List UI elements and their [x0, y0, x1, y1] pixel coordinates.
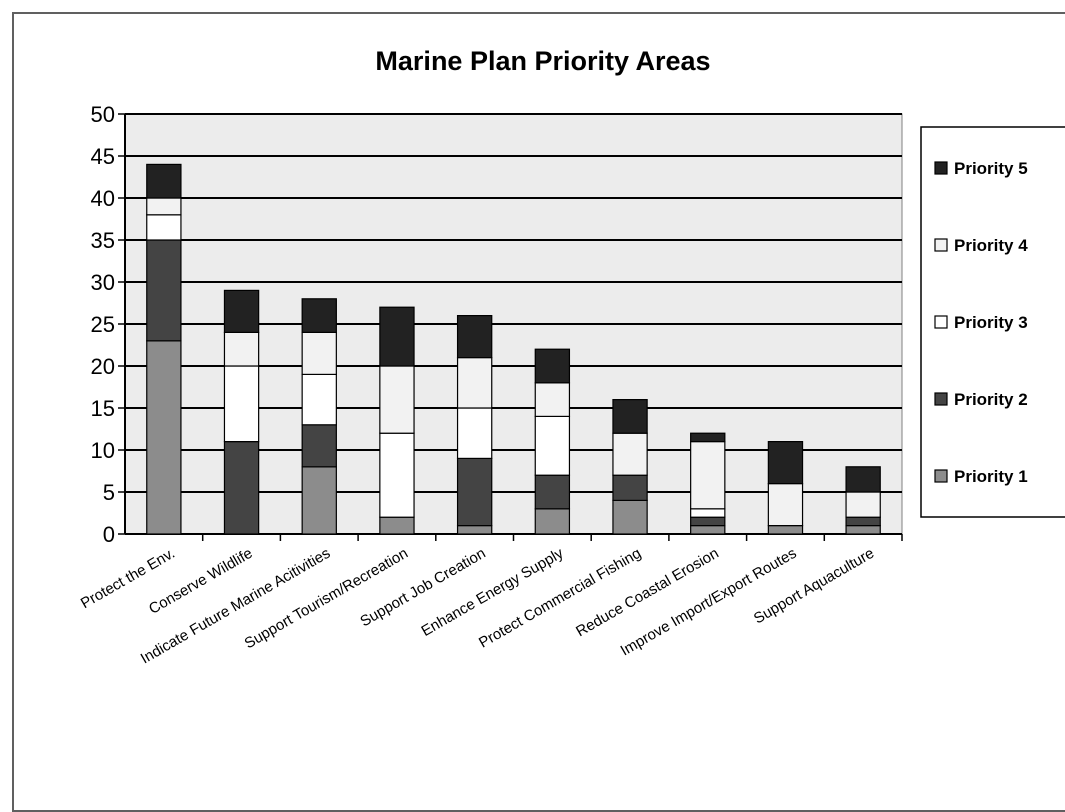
chart-title: Marine Plan Priority Areas	[375, 46, 710, 76]
y-tick-label: 25	[91, 312, 115, 337]
bar-segment-priority-1	[612, 499, 648, 535]
bar-segment-priority-3	[534, 415, 571, 476]
y-tick-label: 15	[91, 396, 115, 421]
legend-label: Priority 2	[954, 390, 1028, 409]
bar-segment-priority-2	[845, 516, 881, 527]
bar-segment-priority-5	[534, 348, 571, 384]
legend-swatch	[934, 161, 948, 175]
legend-label: Priority 1	[954, 467, 1028, 486]
bar-segment-priority-1	[456, 524, 493, 535]
y-tick-label: 20	[91, 354, 115, 379]
bar-segment-priority-5	[612, 399, 648, 434]
bar-segment-priority-1	[690, 524, 726, 535]
bar-segment-priority-4	[301, 331, 337, 375]
bar-segment-priority-1	[146, 340, 182, 535]
bar-segment-priority-4	[690, 441, 726, 510]
x-category-label: Support Job Creation	[357, 545, 488, 631]
legend-label: Priority 3	[954, 313, 1028, 332]
bar-segment-priority-4	[845, 491, 881, 518]
bar-segment-priority-4	[379, 365, 415, 434]
bar-segment-priority-2	[301, 424, 337, 468]
x-category-label: Enhance Energy Supply	[418, 544, 566, 639]
bar-segment-priority-4	[456, 357, 493, 409]
bar-segment-priority-5	[301, 298, 337, 333]
legend: Priority 5 Priority 4 Priority 3 Priority 2…	[920, 126, 1065, 518]
y-tick-label: 5	[103, 480, 115, 505]
bar-segment-priority-5	[456, 315, 493, 359]
bar-segment-priority-2	[534, 474, 571, 510]
bar-segment-priority-5	[379, 306, 415, 367]
bar-segment-priority-5	[690, 432, 726, 443]
bar-segment-priority-1	[379, 516, 415, 535]
bar-segment-priority-5	[767, 441, 804, 485]
bar-segment-priority-3	[223, 365, 260, 443]
bar-segment-priority-2	[456, 457, 493, 527]
bar-segment-priority-2	[223, 441, 260, 535]
bar-segment-priority-3	[146, 214, 182, 241]
bar-segment-priority-3	[301, 373, 337, 426]
bar-segment-priority-2	[146, 239, 182, 342]
bar-segment-priority-4	[223, 331, 260, 367]
x-category-label: Reduce Coastal Erosion	[573, 545, 722, 641]
bar-segment-priority-4	[767, 483, 804, 527]
bar-segment-priority-5	[845, 466, 881, 493]
y-tick-label: 30	[91, 270, 115, 295]
legend-swatch	[934, 238, 948, 252]
bar-segment-priority-3	[690, 508, 726, 518]
bar-segment-priority-3	[379, 432, 415, 518]
y-tick-label: 40	[91, 186, 115, 211]
bar-segment-priority-1	[767, 524, 804, 535]
bar-segment-priority-2	[690, 516, 726, 527]
bar-segment-priority-3	[456, 407, 493, 460]
y-tick-label: 0	[103, 522, 115, 547]
bar-segment-priority-5	[223, 289, 260, 333]
y-tick-label: 50	[91, 102, 115, 127]
bar-segment-priority-1	[534, 508, 571, 535]
y-tick-label: 10	[91, 438, 115, 463]
legend-swatch	[934, 392, 948, 406]
bar-segment-priority-4	[534, 382, 571, 417]
y-tick-label: 45	[91, 144, 115, 169]
legend-label: Priority 4	[954, 236, 1028, 255]
bar-segment-priority-4	[612, 432, 648, 476]
legend-swatch	[934, 469, 948, 483]
y-tick-label: 35	[91, 228, 115, 253]
bar-segment-priority-5	[146, 163, 182, 199]
bar-segment-priority-2	[612, 474, 648, 502]
bar-segment-priority-1	[845, 524, 881, 535]
bar-segment-priority-4	[146, 197, 182, 216]
legend-label: Priority 5	[954, 159, 1028, 178]
legend-swatch	[934, 315, 948, 329]
bar-segment-priority-1	[301, 466, 337, 535]
